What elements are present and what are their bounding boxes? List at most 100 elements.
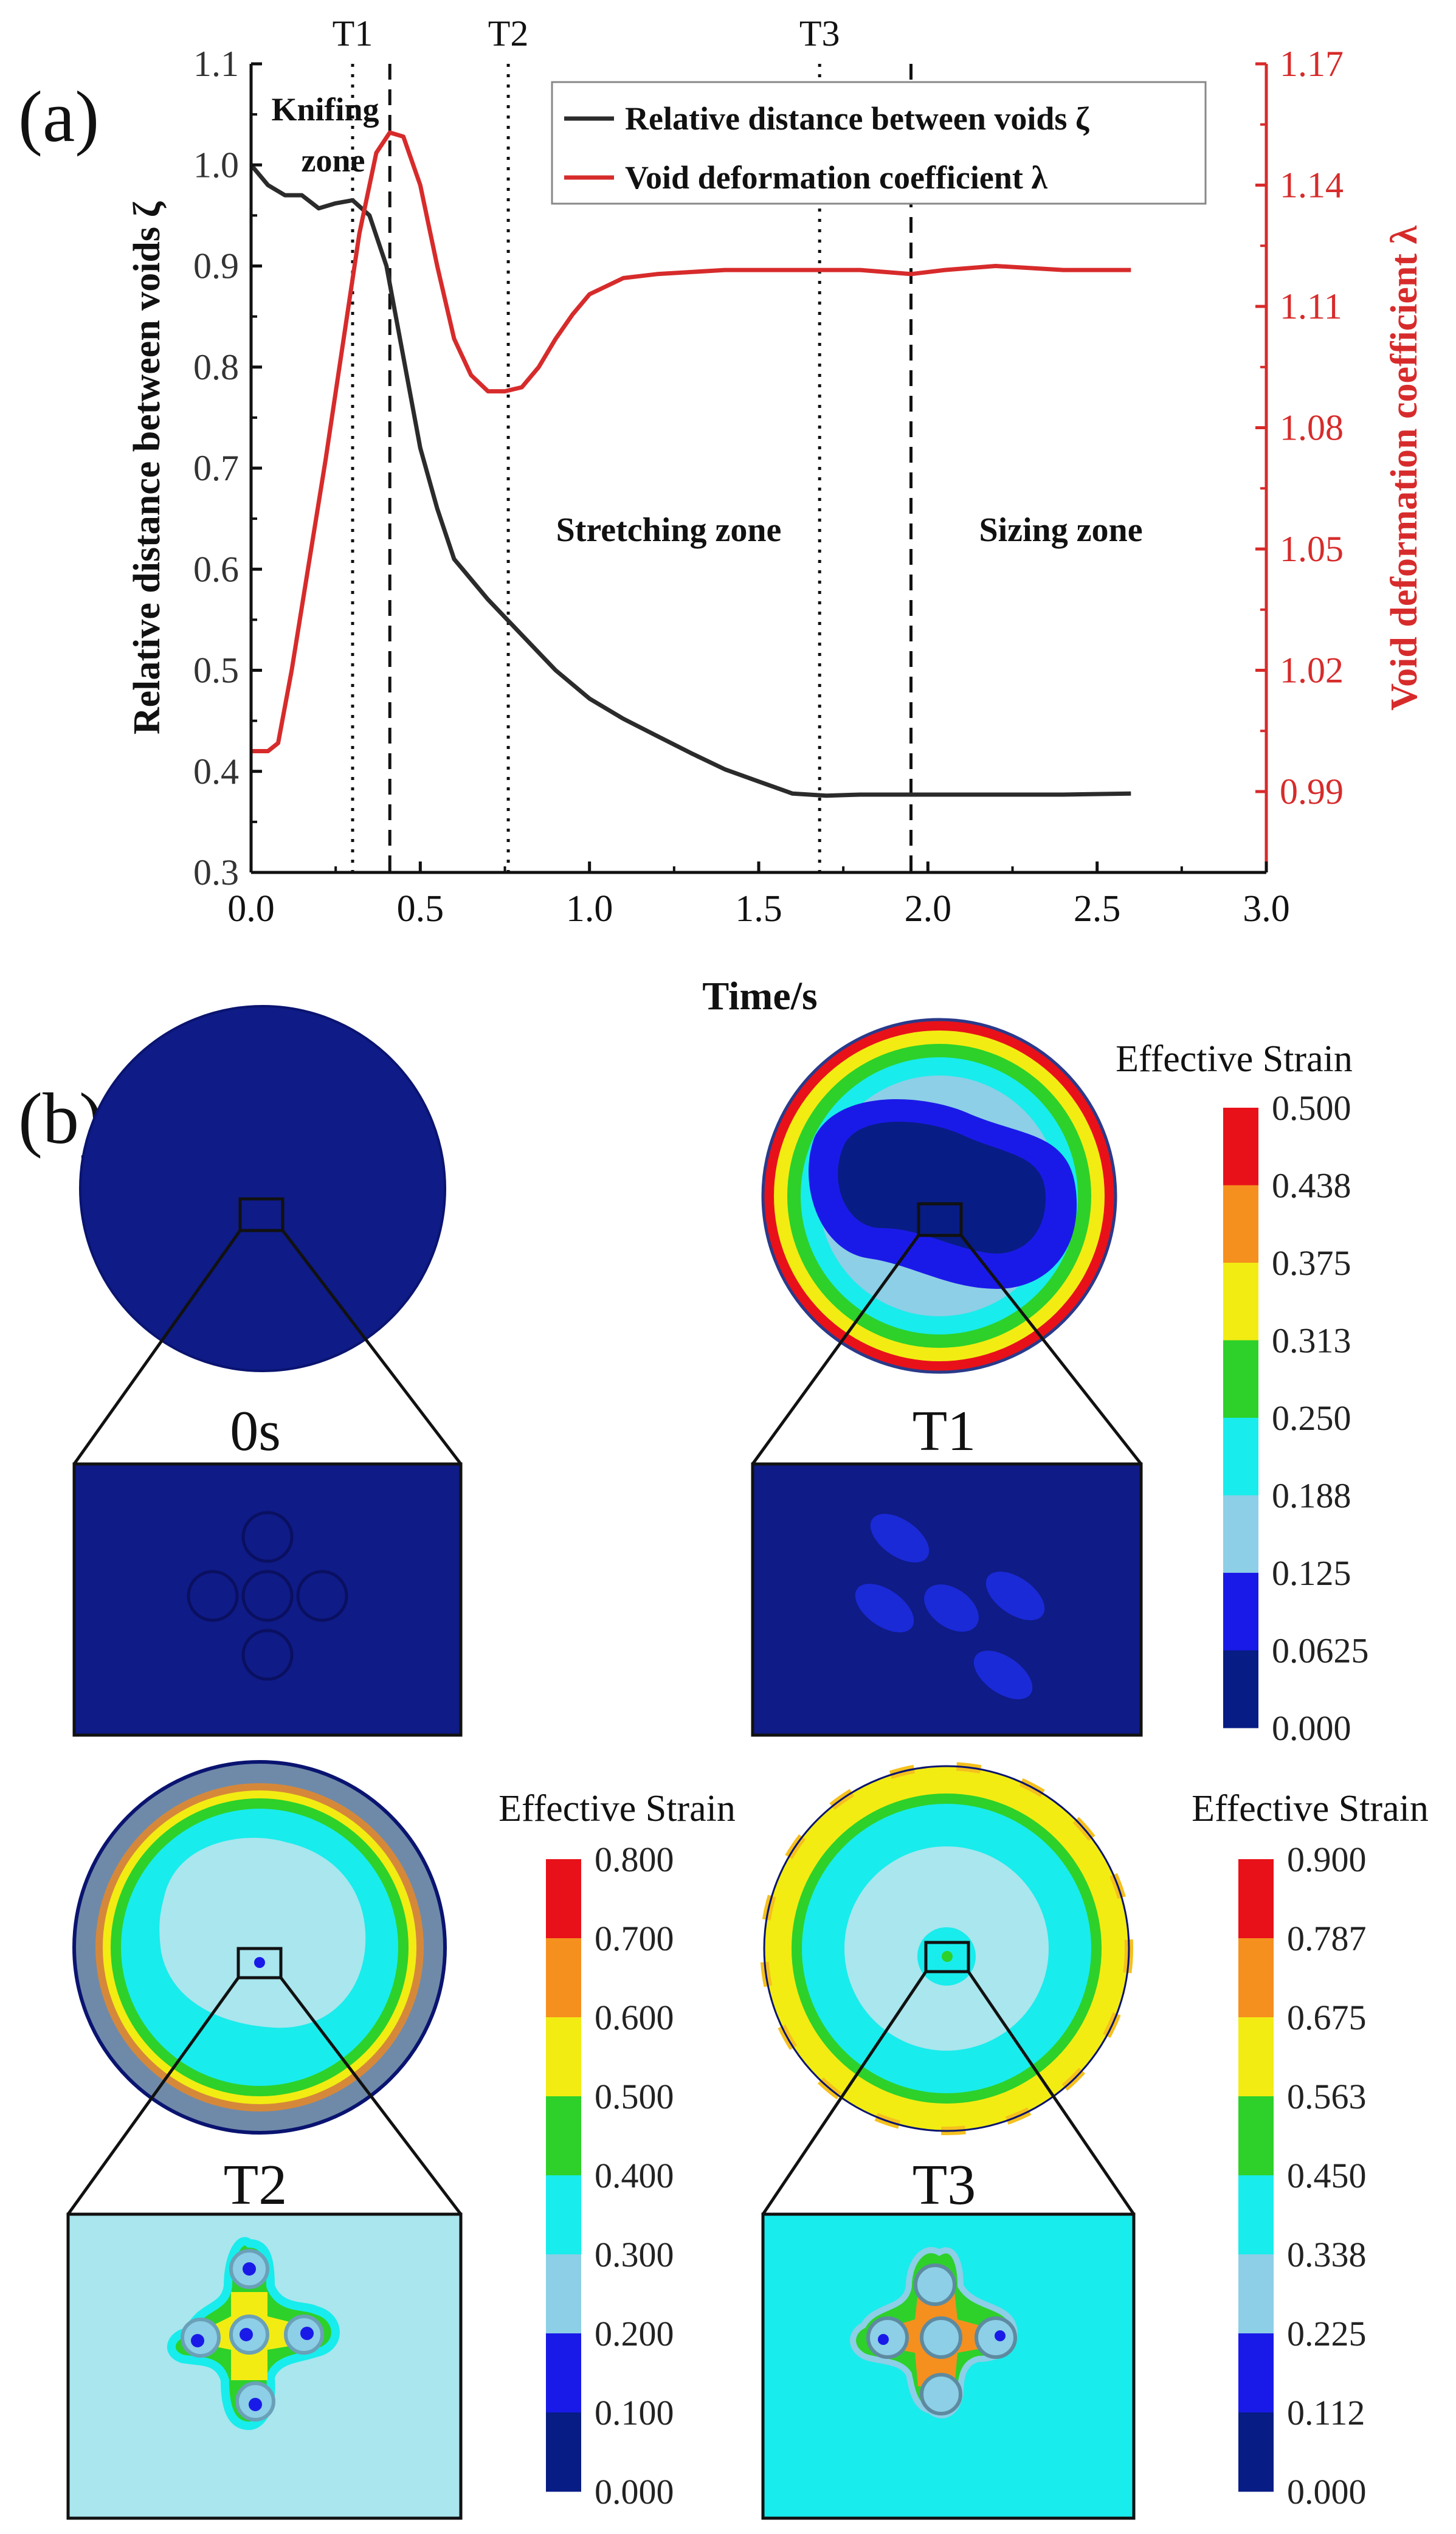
legend-title-t1: Effective Strain [1116, 1038, 1353, 1080]
legend-value-label: 0.250 [1272, 1398, 1351, 1438]
legend-box [551, 81, 1207, 205]
legend-title-t2: Effective Strain [499, 1788, 736, 1829]
legend-value-label: 0.400 [595, 2156, 674, 2195]
legend-value-label: 0.000 [1272, 1708, 1351, 1748]
void-t3-center [920, 2316, 962, 2359]
legend-value-label: 0.200 [595, 2314, 674, 2353]
time-marker-label: T3 [799, 13, 840, 54]
section-t2: T2 [66, 1760, 463, 2520]
legend-value-label: 0.0625 [1272, 1631, 1369, 1671]
x-tick-label: 1.5 [735, 888, 782, 930]
legend-value-label: 0.188 [1272, 1476, 1351, 1516]
voids-t3 [850, 2247, 1018, 2418]
void-0s-center [241, 1570, 294, 1622]
cross-section-t2-inner [159, 1837, 366, 2028]
zoom-line-left-t3 [761, 1970, 928, 2215]
series-lambda-line [251, 130, 1131, 753]
legend-value-label: 0.300 [595, 2235, 674, 2274]
legend-value-label: 0.125 [1272, 1553, 1351, 1593]
cross-section-t1-core-region [838, 1122, 1046, 1254]
section-0s: 0s [72, 1005, 463, 1737]
legend-value-label: 0.600 [595, 1998, 674, 2037]
void-t2-center-core [240, 2328, 253, 2341]
panel-b: (b) 0s [18, 1005, 1429, 2520]
legend-value-label: 0.787 [1287, 1919, 1367, 1958]
y-right-axis-label: Void deformation coefficient λ [1384, 226, 1425, 711]
void-t2-left-core [191, 2334, 204, 2347]
void-t1-left [855, 1584, 914, 1632]
x-tick-label: 1.0 [566, 888, 613, 930]
legend-value-label: 0.500 [1272, 1088, 1351, 1128]
legend-value-label: 0.700 [595, 1919, 674, 1958]
legend-color-swatch [1223, 1418, 1258, 1496]
legend-color-swatch [1238, 2412, 1274, 2492]
void-t3-left-core [878, 2334, 889, 2345]
y-left-tick-label: 1.0 [193, 145, 239, 185]
legend-color-swatch [1238, 2254, 1274, 2334]
zoom-line-left-0s [72, 1229, 242, 1465]
zone-label-knifing: Knifing [271, 91, 379, 128]
void-t2-bottom-core [249, 2398, 262, 2411]
x-tick-label: 3.0 [1243, 888, 1290, 930]
void-t1-right [985, 1572, 1045, 1620]
legend-value-label: 0.338 [1287, 2235, 1367, 2274]
void-t1-bottom [973, 1651, 1033, 1699]
void-cluster-t2 [254, 1957, 265, 1968]
zoom-box-t1 [917, 1202, 963, 1237]
void-t1-center [924, 1584, 979, 1632]
zoom-line-right-t1 [960, 1234, 1142, 1465]
void-t1-top [870, 1514, 930, 1562]
zoom-line-right-0s [281, 1229, 462, 1465]
legend-value-label: 0.500 [595, 2077, 674, 2116]
legend-color-swatch [546, 2333, 581, 2413]
legend-value-label: 0.450 [1287, 2156, 1367, 2195]
legend-color-swatch [1238, 1859, 1274, 1939]
x-tick-label: 2.5 [1074, 888, 1121, 930]
voids-0s [187, 1511, 348, 1681]
y-right-tick-label: 0.99 [1280, 772, 1344, 812]
legend-color-swatch [546, 2175, 581, 2255]
chart-legend: Relative distance between voids ζ Void d… [551, 81, 1207, 205]
zoom-line-left-t2 [66, 1976, 240, 2215]
state-label-0s: 0s [230, 1400, 281, 1463]
legend-entry-zeta: Relative distance between voids ζ [625, 100, 1089, 137]
legend-t3: Effective Strain 0.900 0.787 0.675 0.563 0.4… [1192, 1788, 1429, 2512]
legend-color-swatch [546, 2254, 581, 2334]
y-right-tick-label: 1.05 [1280, 529, 1344, 569]
legend-value-label: 0.100 [595, 2393, 674, 2432]
y-right-tick-label: 1.17 [1280, 44, 1344, 84]
legend-value-label: 0.225 [1287, 2314, 1367, 2353]
zoom-box-0s [238, 1197, 285, 1232]
zoom-line-right-t3 [967, 1970, 1136, 2215]
legend-title-t3: Effective Strain [1192, 1788, 1429, 1829]
void-t2-right-core [300, 2327, 314, 2340]
y-left-tick-label: 0.3 [193, 852, 239, 892]
y-right-tick-label: 1.08 [1280, 408, 1344, 448]
legend-value-label: 0.438 [1272, 1166, 1351, 1206]
voids-t1 [855, 1514, 1045, 1699]
legend-color-swatch [1238, 2175, 1274, 2255]
y-right-ticks: 0.99 1.02 1.05 1.08 1.11 1.14 1.17 [1255, 44, 1344, 812]
legend-bar-t1: 0.500 0.438 0.375 0.313 0.250 0.188 0.125 0.062… [1223, 1088, 1369, 1748]
state-label-t2: T2 [224, 2153, 287, 2217]
legend-color-swatch [1223, 1495, 1258, 1573]
zoom-box-t3 [924, 1941, 970, 1973]
legend-color-swatch [1223, 1108, 1258, 1186]
cross-section-0s [79, 1005, 446, 1372]
legend-value-label: 0.112 [1287, 2393, 1365, 2432]
void-t2-top-core [243, 2262, 256, 2276]
legend-color-swatch [546, 1938, 581, 2018]
state-label-t1: T1 [913, 1400, 976, 1463]
zoom-line-left-t1 [751, 1234, 920, 1465]
legend-color-swatch [1223, 1263, 1258, 1341]
legend-entry-lambda: Void deformation coefficient λ [625, 159, 1047, 196]
panel-a: (a) T1 T2 T3 0.0 0.5 1.0 1.5 2.0 2.5 3.0 0.30.40… [18, 13, 1425, 1018]
section-t3: T3 [760, 1762, 1136, 2520]
series-zeta-line [251, 164, 1131, 798]
cross-section-t3-outline [763, 1765, 1130, 2132]
zoom-box-t2 [236, 1947, 283, 1980]
y-left-ticks: 0.3 0.4 0.5 0.6 0.7 0.8 0.9 1.0 1.1 [193, 44, 262, 892]
cross-section-t1-outline [761, 1018, 1117, 1374]
legend-value-label: 0.900 [1287, 1840, 1367, 1879]
